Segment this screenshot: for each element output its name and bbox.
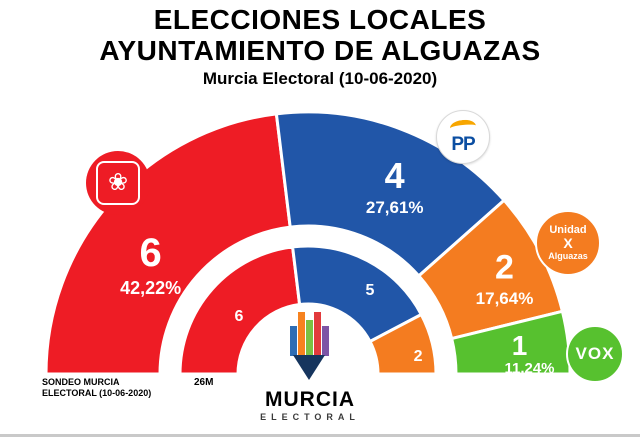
psoe-rose-icon: ❀ [96,161,140,205]
outer-segment-vox [449,309,572,376]
inner-ring-label-26m: 26M [194,377,214,388]
inner-seats-label-psoe: 6 [234,308,243,325]
pp-logo-label: PP [451,134,475,155]
sondeo-caption-line1: SONDEO MURCIA [42,377,120,387]
psoe-logo-badge: ❀ [86,151,150,215]
inner-segment-unidad-x-alguazas [367,312,438,376]
seats-label-pp: 4 [385,155,405,196]
bar-green [306,320,313,356]
unidad-x-alguazas-logo-badge: Unidad X Alguazas [535,210,601,276]
seats-label-vox: 1 [512,330,528,361]
sondeo-caption: SONDEO MURCIA ELECTORAL (10-06-2020) [42,377,151,399]
murcia-electoral-pin-icon [293,355,325,380]
inner-seats-label-pp: 5 [366,282,375,299]
percent-label-pp: 27,61% [366,198,424,217]
percent-label-unidad-x-alguazas: 17,64% [476,289,534,308]
page-title-line2: AYUNTAMIENTO DE ALGUAZAS [99,35,541,66]
page-subtitle: Murcia Electoral (10-06-2020) [202,69,438,88]
inner-seats-label-unidad-x-alguazas: 2 [414,348,423,365]
percent-label-vox: 11,24% [504,360,554,377]
bar-orange [298,312,305,356]
bar-blue [290,326,297,356]
inner-segment-psoe [178,245,302,376]
vox-logo-badge: VOX [566,325,624,383]
bottom-divider [0,434,640,437]
bar-purple [322,326,329,356]
outer-segment-psoe [44,112,292,376]
sondeo-caption-line2: ELECTORAL (10-06-2020) [42,388,152,398]
unidad-label-line2: X [563,235,573,251]
murcia-logo-subtitle: ELECTORAL [260,412,360,422]
murcia-logo-title: MURCIA [265,388,355,411]
pp-swoosh-icon [449,118,477,136]
murcia-electoral-bars-icon [290,310,330,356]
unidad-label-line3: Alguazas [548,251,588,261]
seats-label-psoe: 6 [139,231,161,275]
percent-label-psoe: 42,22% [120,278,181,298]
page-title-line1: ELECCIONES LOCALES [153,4,487,35]
vox-logo-label: VOX [575,344,615,363]
unidad-label-line1: Unidad [549,224,587,236]
pp-logo-badge: PP [436,110,490,164]
bar-red [314,312,321,356]
seats-label-unidad-x-alguazas: 2 [495,249,514,287]
header: ELECCIONES LOCALES AYUNTAMIENTO DE ALGUA… [0,4,640,89]
